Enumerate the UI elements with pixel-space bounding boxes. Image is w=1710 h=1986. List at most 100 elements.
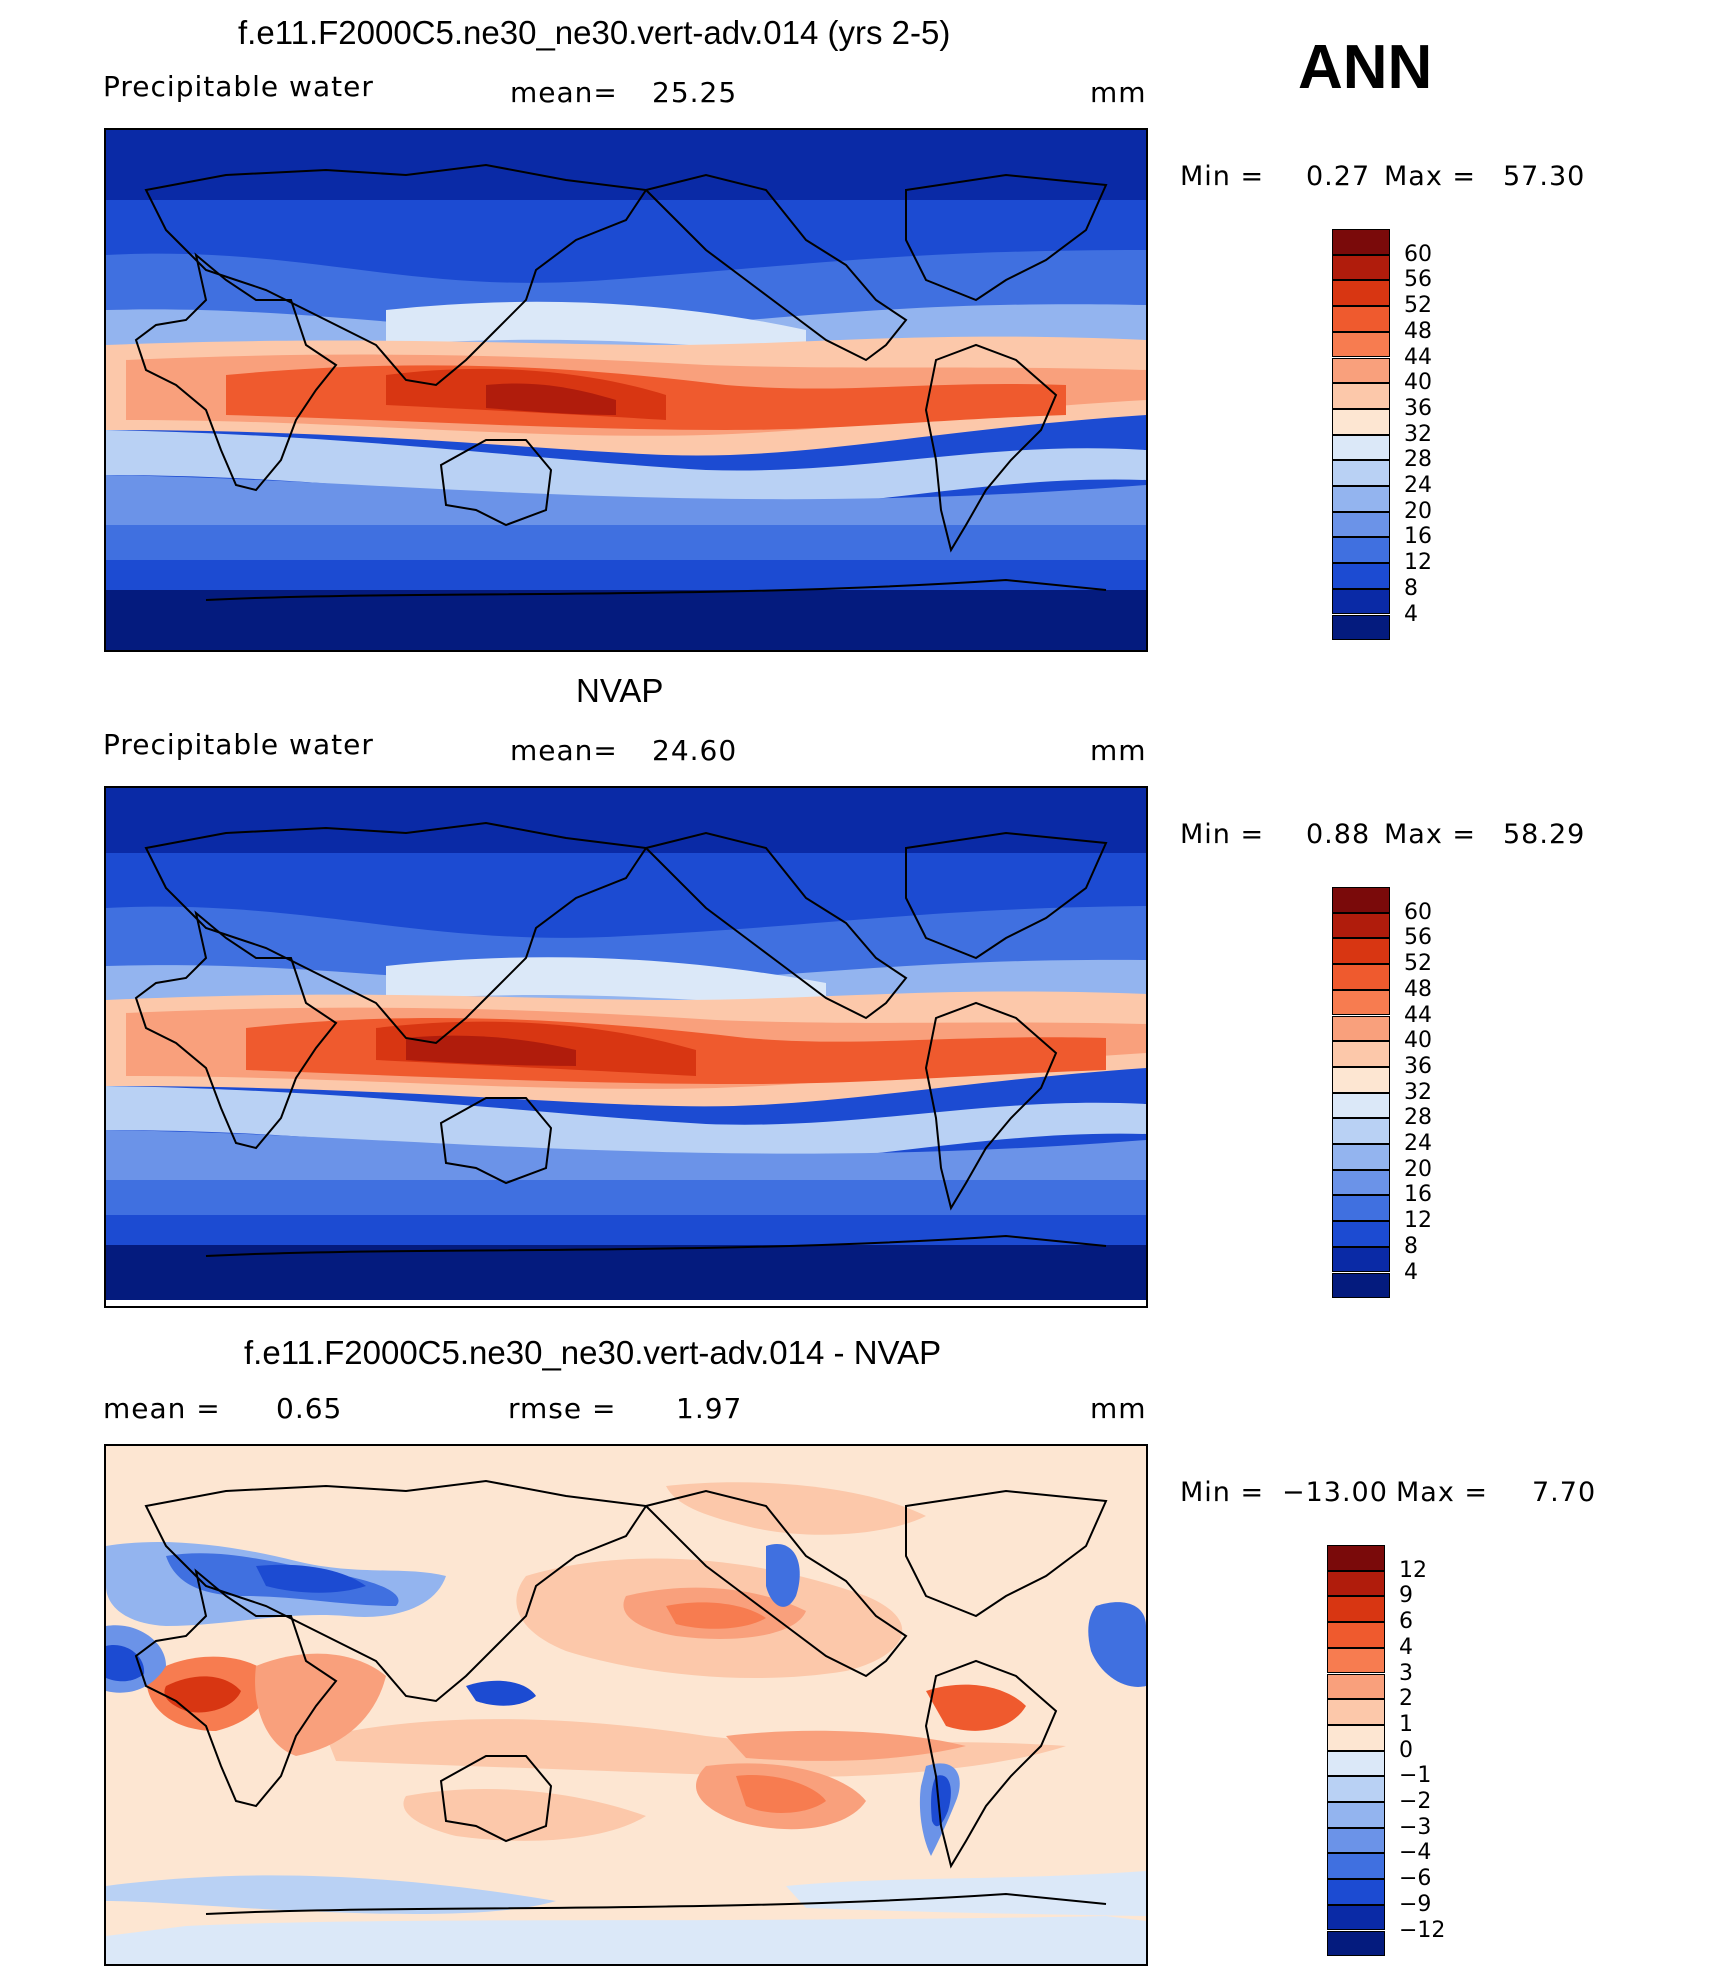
colorbar-swatch [1332, 486, 1390, 512]
panel-3-title: f.e11.F2000C5.ne30_ne30.vert-adv.014 - N… [244, 1334, 942, 1371]
colorbar-swatch [1327, 1802, 1385, 1828]
colorbar-swatch [1332, 1221, 1390, 1247]
colorbar-tick-label: 36 [1404, 395, 1432, 421]
colorbar-swatch [1327, 1879, 1385, 1905]
colorbar-tick-label: 56 [1404, 267, 1432, 293]
panel-3-map [104, 1444, 1148, 1966]
colorbar-swatch [1332, 1041, 1390, 1067]
colorbar-tick-label: 56 [1404, 925, 1432, 951]
colorbar-tick-label: 28 [1404, 447, 1432, 473]
colorbar-tick-label: 0 [1399, 1737, 1413, 1763]
colorbar-swatch [1332, 563, 1390, 589]
panel-1-title: f.e11.F2000C5.ne30_ne30.vert-adv.014 (yr… [238, 14, 951, 51]
colorbar-tick-label: 6 [1399, 1609, 1413, 1635]
panel-3-mean-label: mean = [103, 1392, 221, 1425]
panel-3-rmse-value: 1.97 [676, 1392, 743, 1425]
colorbar-swatch [1332, 1169, 1390, 1196]
colorbar-swatch [1327, 1596, 1385, 1623]
panel-3-max-value: 7.70 [1532, 1477, 1597, 1508]
colorbar-swatch [1327, 1647, 1385, 1674]
colorbar-tick-label: 60 [1404, 241, 1432, 267]
panel-1-max-label: Max = [1384, 161, 1477, 192]
colorbar-tick-label: 9 [1399, 1583, 1413, 1609]
colorbar-swatch [1332, 1015, 1390, 1042]
colorbar-swatch [1332, 1118, 1390, 1144]
panel-2-variable-label: Precipitable water [103, 728, 374, 761]
colorbar-tick-label: −2 [1399, 1789, 1432, 1814]
colorbar-tick-label: 2 [1399, 1686, 1413, 1712]
colorbar-swatch [1327, 1853, 1385, 1880]
colorbar-tick-label: 12 [1399, 1557, 1427, 1583]
colorbar-swatch [1327, 1622, 1385, 1648]
colorbar-tick-label: 20 [1404, 498, 1432, 524]
colorbar-tick-label: 12 [1404, 1208, 1432, 1234]
colorbar-tick-label: −3 [1399, 1814, 1432, 1840]
colorbar-tick-label: 3 [1399, 1660, 1413, 1686]
colorbar-swatch [1332, 280, 1390, 307]
colorbar-swatch [1332, 331, 1390, 358]
colorbar-swatch [1327, 1776, 1385, 1802]
panel-1-variable-label: Precipitable water [103, 70, 374, 103]
colorbar-swatch [1332, 254, 1390, 281]
colorbar-swatch [1327, 1827, 1385, 1854]
colorbar-tick-label: 16 [1404, 524, 1432, 550]
colorbar-tick-label: 20 [1404, 1156, 1432, 1182]
colorbar-tick-label: −6 [1399, 1866, 1432, 1892]
colorbar-tick-label: 4 [1399, 1634, 1413, 1660]
colorbar-tick-label: −9 [1399, 1891, 1432, 1917]
colorbar-tick-label: 48 [1404, 318, 1432, 344]
colorbar-tick-label: 52 [1404, 951, 1432, 977]
colorbar-swatch [1332, 357, 1390, 384]
colorbar-swatch [1332, 614, 1390, 641]
colorbar-tick-label: 28 [1404, 1105, 1432, 1131]
panel-3-contour-plot [106, 1446, 1146, 1964]
colorbar-tick-label: 40 [1404, 1028, 1432, 1054]
panel-2-min-label: Min = [1180, 819, 1265, 850]
panel-2-title: NVAP [576, 672, 664, 709]
panel-2-contour-plot [106, 788, 1146, 1306]
panel-3-units: mm [1090, 1392, 1147, 1425]
colorbar-tick-label: 48 [1404, 976, 1432, 1002]
colorbar-tick-label: −4 [1399, 1840, 1432, 1866]
colorbar-swatch [1332, 1195, 1390, 1222]
colorbar-tick-label: 32 [1404, 421, 1432, 447]
colorbar-tick-label: 1 [1399, 1711, 1413, 1737]
colorbar-swatch [1332, 1092, 1390, 1119]
colorbar-tick-label: 32 [1404, 1079, 1432, 1105]
panel-2-map [104, 786, 1148, 1308]
panel-1-min-label: Min = [1180, 161, 1265, 192]
panel-2-min-value: 0.88 [1306, 819, 1371, 850]
colorbar-swatch [1332, 460, 1390, 486]
colorbar-tick-label: 16 [1404, 1182, 1432, 1208]
colorbar-tick-label: 44 [1404, 1002, 1432, 1028]
colorbar-tick-label: −1 [1399, 1763, 1432, 1789]
colorbar-tick-label: 44 [1404, 344, 1432, 370]
colorbar-swatch [1332, 887, 1390, 913]
panel-2-mean-value: 24.60 [652, 734, 738, 767]
colorbar-swatch [1327, 1724, 1385, 1751]
panel-3-rmse-label: rmse = [508, 1392, 617, 1425]
panel-1-contour-plot [106, 130, 1146, 650]
panel-1-units: mm [1090, 76, 1147, 109]
colorbar-tick-label: 36 [1404, 1053, 1432, 1079]
colorbar-swatch [1327, 1673, 1385, 1700]
colorbar-tick-label: 24 [1404, 1131, 1432, 1156]
colorbar-swatch [1332, 989, 1390, 1016]
colorbar-swatch [1327, 1750, 1385, 1777]
colorbar-tick-label: 40 [1404, 370, 1432, 396]
colorbar-swatch [1332, 1272, 1390, 1299]
colorbar-swatch [1332, 1066, 1390, 1093]
panel-3-mean-value: 0.65 [276, 1392, 343, 1425]
panel-2-units: mm [1090, 734, 1147, 767]
panel-2-mean-label: mean= [510, 734, 618, 767]
colorbar-swatch [1332, 912, 1390, 939]
colorbar-tick-label: 8 [1404, 1233, 1418, 1259]
colorbar-swatch [1332, 229, 1390, 255]
panel-3-max-label: Max = [1396, 1477, 1489, 1508]
colorbar-swatch [1332, 306, 1390, 332]
colorbar-tick-label: 60 [1404, 899, 1432, 925]
colorbar-swatch [1332, 434, 1390, 461]
colorbar-tick-label: 4 [1404, 1259, 1418, 1285]
colorbar-swatch [1327, 1699, 1385, 1725]
colorbar-tick-label: 4 [1404, 601, 1418, 627]
